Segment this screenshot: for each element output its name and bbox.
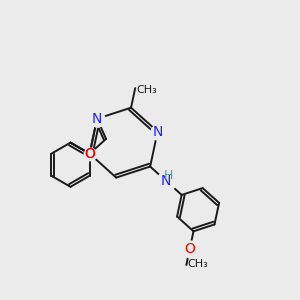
Text: N: N bbox=[161, 174, 171, 188]
Text: CH₃: CH₃ bbox=[137, 85, 158, 95]
Text: N: N bbox=[92, 112, 102, 126]
Text: O: O bbox=[84, 147, 95, 161]
Text: N: N bbox=[152, 124, 163, 139]
Text: O: O bbox=[84, 147, 95, 161]
Text: O: O bbox=[184, 242, 195, 256]
Text: H: H bbox=[164, 169, 173, 182]
Text: CH₃: CH₃ bbox=[188, 260, 208, 269]
